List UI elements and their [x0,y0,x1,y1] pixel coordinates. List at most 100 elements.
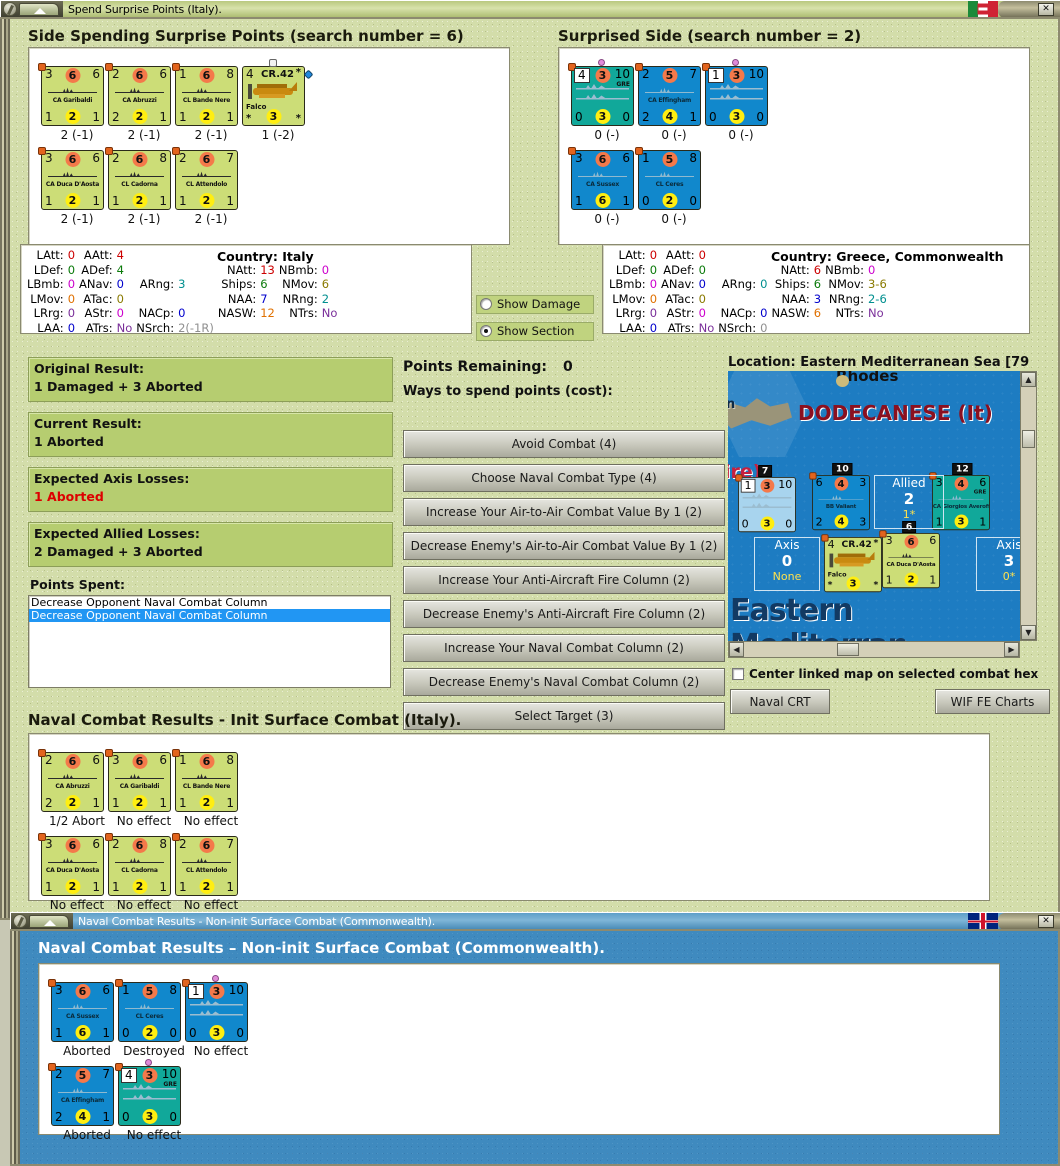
show-section-radio[interactable] [480,325,492,337]
unit-counter[interactable]: 1 6 8 CL Bande Nere 1 2 1 [172,63,238,126]
wif-fe-charts-button[interactable]: WIF FE Charts [935,689,1050,714]
map-scroll-right-icon[interactable]: ▶ [1004,642,1019,657]
unit-counter[interactable]: 4 3 10 GRE 0 3 0 [568,59,634,126]
unit-defense-circle: 2 [132,109,147,124]
unit-bottom-left-value: 0 [189,1026,197,1040]
counter-slot: 3 6 6 CA Sussex 1 6 1 Aborted [48,979,114,1058]
close-button[interactable]: ✕ [998,1,1060,17]
unit-counter[interactable]: 3 6 6 CA Sussex 1 6 1 [48,979,114,1042]
system-knob-icon[interactable] [3,1,17,16]
unit-counter[interactable]: 2 6 6 CA Abruzzi 2 2 1 [105,63,171,126]
minimize-tab-icon[interactable] [19,2,59,16]
unit-counter[interactable]: 4 CR.42 Falco * * * 3 [821,534,882,593]
unit-counter[interactable]: 1 6 8 CL Bande Nere 1 2 1 [172,749,238,812]
unit-defense-circle: 2 [199,879,214,894]
unit-top-right-value: 6 [159,67,167,81]
unit-marker-icon [38,147,46,155]
center-linked-map-checkbox[interactable] [732,668,744,680]
cw-minimize-tab-icon[interactable] [29,914,69,928]
cw-system-knob-icon[interactable] [13,913,27,928]
stat-value: 0 [649,291,658,306]
spend-option-button[interactable]: Increase Your Naval Combat Column (2) [403,634,725,662]
unit-counter[interactable]: 2 5 7 CA Effingham 2 4 1 [48,1063,114,1126]
unit-counter[interactable]: 3 6 6 CA Garibaldi 1 2 1 [38,63,104,126]
cw-titlebar-left-controls[interactable] [11,913,73,929]
unit-name-label: CA Garibaldi [52,97,93,104]
spend-option-button[interactable]: Increase Your Anti-Aircraft Fire Column … [403,566,725,594]
unit-top-right-value: 10 [614,67,630,81]
unit-counter[interactable]: 1 3 10 0 3 0 [735,474,796,533]
map-force-summary-box[interactable]: Axis 3 0* [976,537,1020,591]
titlebar-left-controls[interactable] [1,1,63,17]
map-force-summary-box[interactable]: Axis 0 None [754,537,820,591]
unit-counter[interactable]: 3 6 6 CA Duca D'Aosta 1 2 1 [38,147,104,210]
unit-counter[interactable]: 4 3 10 GRE 0 3 0 [115,1059,181,1126]
stat-key: NRng: [828,291,864,306]
cw-close-button[interactable]: ✕ [998,913,1060,929]
unit-counter[interactable]: 3 6 6 CA Sussex 1 6 1 [568,147,634,210]
unit-counter[interactable]: 2 5 7 CA Effingham 2 4 1 [635,63,701,126]
unit-top-left-value: 3 [45,151,53,165]
unit-marker-icon [48,979,56,987]
unit-bottom-right-value: 1 [689,110,697,124]
cw-close-icon[interactable]: ✕ [1038,914,1054,928]
spend-option-button[interactable]: Select Target (3) [403,702,725,730]
close-icon[interactable]: ✕ [1038,2,1054,16]
ship-silhouette-icon [48,772,97,783]
stat-key: LDef: [615,262,646,277]
unit-attack-circle: 3 [595,68,610,83]
unit-counter[interactable]: 1 5 8 CL Ceres 0 2 0 [115,979,181,1042]
unit-counter[interactable]: 2 6 7 CL Attendolo 1 2 1 [172,833,238,896]
stat-value: 0 [649,277,658,291]
map-vscroll-thumb[interactable] [1022,430,1035,448]
map-force-summary-box[interactable]: Allied 2 1* [874,475,944,529]
map-horizontal-scrollbar[interactable]: ◀ ▶ [728,641,1020,658]
spend-option-button[interactable]: Decrease Enemy's Air-to-Air Combat Value… [403,532,725,560]
map-scroll-down-icon[interactable]: ▼ [1021,625,1036,640]
unit-bottom-left-value: 2 [642,110,650,124]
unit-top-right-value: 8 [159,151,167,165]
unit-counter[interactable]: 1 5 8 CL Ceres 0 2 0 [635,147,701,210]
show-damage-radio-row[interactable]: Show Damage [476,295,594,314]
map-vertical-scrollbar[interactable]: ▲ ▼ [1020,371,1037,641]
center-linked-map-checkbox-row[interactable]: Center linked map on selected combat hex [732,667,1038,681]
unit-bottom-right-value: 1 [159,880,167,894]
unit-counter[interactable]: 6 4 3 BB Valiant 2 4 3 [809,472,870,531]
unit-counter[interactable]: 3 6 6 CA Duca D'Aosta 1 2 1 [38,833,104,896]
unit-counter[interactable]: 2 6 8 CL Cadorna 1 2 1 [105,833,171,896]
cw-titlebar[interactable]: Naval Combat Results - Non-init Surface … [10,912,1060,929]
naval-crt-button[interactable]: Naval CRT [730,689,830,714]
unit-counter[interactable]: 1 3 10 0 3 0 [182,975,248,1042]
unit-counter[interactable]: 3 6 6 CA Garibaldi 1 2 1 [105,749,171,812]
unit-counter[interactable]: 2 6 7 CL Attendolo 1 2 1 [172,147,238,210]
show-damage-radio[interactable] [480,298,492,310]
show-section-radio-row[interactable]: Show Section [476,322,594,341]
main-titlebar[interactable]: Spend Surprise Points (Italy). ✕ [0,0,1060,17]
spend-option-button[interactable]: Decrease Enemy's Naval Combat Column (2) [403,668,725,696]
unit-box-value: 4 [121,1068,137,1083]
unit-counter[interactable]: 1 3 10 0 3 0 [702,59,768,126]
map-scroll-up-icon[interactable]: ▲ [1021,372,1036,387]
spend-option-button[interactable]: Decrease Enemy's Anti-Aircraft Fire Colu… [403,600,725,628]
unit-counter[interactable]: 4 CR.42 Falco * * * 3 [242,59,314,126]
points-spent-listbox[interactable]: Decrease Opponent Naval Combat Column Dec… [28,595,391,688]
unit-bottom-left-value: 1 [112,796,120,810]
unit-counter[interactable]: 2 6 8 CL Cadorna 1 2 1 [105,147,171,210]
points-spent-item[interactable]: Decrease Opponent Naval Combat Column [29,609,390,622]
unit-bottom-left-value: 1 [179,194,187,208]
unit-marker-icon [172,749,180,757]
spend-option-button[interactable]: Increase Your Air-to-Air Combat Value By… [403,498,725,526]
allied-losses-value: 2 Damaged + 3 Aborted [34,544,203,559]
spend-option-button[interactable]: Avoid Combat (4) [403,430,725,458]
unit-counter[interactable]: 2 6 6 CA Abruzzi 2 2 1 [38,749,104,812]
unit-bottom-right-value: 1 [226,194,234,208]
points-spent-item[interactable]: Decrease Opponent Naval Combat Column [31,596,268,609]
map-hscroll-thumb[interactable] [837,643,859,656]
linked-map-view[interactable]: n Rhodes DODECANESE (It) ire) Eastern Me… [728,371,1020,657]
unit-counter[interactable]: 3 6 6 CA Duca D'Aosta 1 2 1 [879,530,940,589]
map-scroll-left-icon[interactable]: ◀ [729,642,744,657]
stat-key: LAA: [37,320,64,335]
unit-result-label: 2 (-1) [194,212,228,226]
spend-option-button[interactable]: Choose Naval Combat Type (4) [403,464,725,492]
unit-bottom-left-value: 1 [885,573,893,587]
